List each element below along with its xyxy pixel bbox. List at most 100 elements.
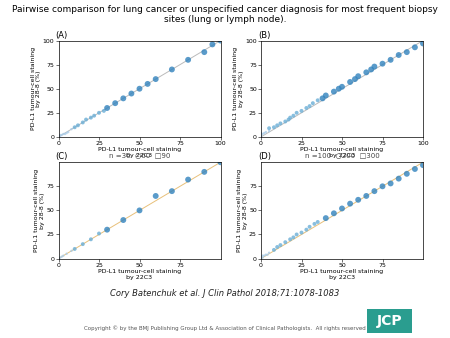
Text: (C): (C) [55,152,68,161]
Point [355,197,362,202]
Point [379,61,386,66]
Point [257,256,265,261]
Point [346,201,354,207]
Point [335,86,342,92]
Point [371,189,378,194]
Text: n =30  ○60  □90: n =30 ○60 □90 [109,152,170,158]
Point [217,160,224,165]
Point [274,244,281,250]
Point [306,224,313,230]
Point [322,93,329,98]
Point [168,189,176,194]
Point [79,241,86,247]
Point [290,235,297,240]
Point [287,115,294,120]
Point [303,105,310,111]
Point [55,134,62,140]
Point [61,131,68,137]
Point [55,133,62,139]
Point [58,132,65,138]
Point [298,230,305,235]
Point [90,113,98,118]
Point [270,247,278,252]
Point [338,84,346,90]
Point [298,108,305,114]
Point [261,130,268,136]
Point [257,255,265,260]
Text: JCP: JCP [377,314,402,328]
Point [338,206,346,211]
Point [259,255,266,260]
Point [257,130,265,136]
Y-axis label: PD-L1 tumour-cell staining
by 28-8 (%): PD-L1 tumour-cell staining by 28-8 (%) [34,169,45,252]
Point [270,125,278,130]
Point [282,119,289,124]
Point [68,126,75,132]
Point [55,134,62,140]
Y-axis label: PD-L1 tumour-cell staining
by 28-8 (%): PD-L1 tumour-cell staining by 28-8 (%) [233,47,244,130]
Point [285,117,292,122]
Point [201,169,208,174]
Point [71,125,78,130]
Point [152,76,159,82]
Point [363,70,370,75]
Point [264,252,271,258]
X-axis label: PD-L1 tumour-cell staining
by 22C3: PD-L1 tumour-cell staining by 22C3 [98,269,181,280]
Point [95,110,103,116]
Point [322,215,329,221]
Point [257,254,265,259]
Point [68,248,75,254]
Point [368,67,375,72]
Point [259,131,266,137]
Text: Cory Batenchuk et al. J Clin Pathol 2018;71:1078-1083: Cory Batenchuk et al. J Clin Pathol 2018… [110,289,340,298]
Point [112,100,119,106]
Point [395,176,402,181]
X-axis label: PD-L1 tumour-cell staining
by 22C3: PD-L1 tumour-cell staining by 22C3 [98,147,181,158]
Point [184,177,192,182]
Text: (D): (D) [258,152,271,161]
Point [330,211,338,216]
Y-axis label: PD-L1 tumour-cell staining
by 28-8 (%): PD-L1 tumour-cell staining by 28-8 (%) [31,47,41,130]
Point [261,253,268,258]
Point [411,45,418,50]
Point [259,253,266,258]
Y-axis label: PD-L1 tumour-cell staining
by 28-8 (%): PD-L1 tumour-cell staining by 28-8 (%) [237,169,248,252]
Point [293,110,300,116]
Point [55,134,62,140]
Point [309,100,316,106]
Point [209,42,216,47]
Point [287,237,294,242]
Point [319,96,326,101]
Point [277,121,284,126]
Point [411,166,418,172]
Point [311,221,318,226]
Point [346,79,354,85]
Point [330,89,338,94]
Point [74,123,81,128]
Point [262,252,270,258]
Point [371,64,378,69]
Point [55,134,62,140]
Point [60,131,67,137]
Point [419,163,427,168]
Point [387,57,394,63]
X-axis label: PD-L1 tumour-cell staining
by 22C3: PD-L1 tumour-cell staining by 22C3 [301,147,383,158]
Point [403,49,410,55]
Point [100,108,108,114]
Point [379,184,386,189]
Point [363,193,370,199]
Point [63,130,70,136]
Point [71,246,78,251]
Point [290,113,297,118]
Point [419,41,427,46]
Point [277,242,284,248]
Point [314,219,321,225]
Point [79,120,86,125]
Text: (B): (B) [258,31,270,40]
Point [144,81,151,87]
Point [128,91,135,96]
Point [306,103,313,109]
Text: Copyright © by the BMJ Publishing Group Ltd & Association of Clinical Pathologis: Copyright © by the BMJ Publishing Group … [84,325,366,331]
Text: n =100  ○200  □300: n =100 ○200 □300 [305,152,379,158]
Point [282,240,289,245]
